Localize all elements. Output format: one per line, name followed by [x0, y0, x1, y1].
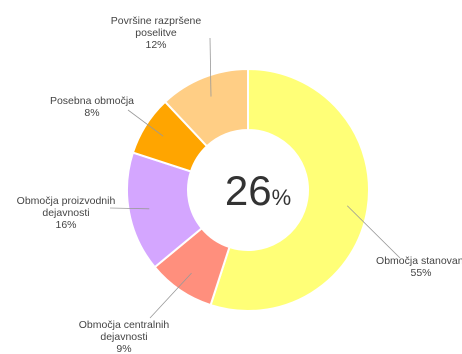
slice-name-line: Območja proizvodnih	[17, 195, 116, 207]
slice-name-line: dejavnosti	[100, 331, 147, 343]
slice-value-label: 9%	[116, 343, 131, 354]
slice-label-2: Območja proizvodnih dejavnosti 16%	[17, 195, 116, 231]
slice-value-label: 16%	[55, 219, 76, 231]
slice-label-3: Posebna območja 8%	[50, 95, 134, 119]
slice-name-line: poselitve	[135, 27, 177, 39]
slice-label-1: Območja centralnih dejavnosti 9%	[79, 319, 170, 354]
slice-name-line: Območja centralnih	[79, 319, 170, 331]
slice-label-0: Območja stanovanj 55%	[376, 255, 462, 279]
slice-name-line: Posebna območja	[50, 95, 134, 107]
slice-name-line: Površine razpršene	[111, 15, 202, 27]
slice-label-4: Površine razpršene poselitve 12%	[111, 15, 202, 51]
center-unit: %	[272, 185, 292, 210]
center-percentage: 26%	[225, 167, 291, 214]
center-value: 26	[225, 167, 272, 214]
slice-name-line: Območja stanovanj	[376, 255, 462, 267]
slice-name-line: dejavnosti	[42, 207, 89, 219]
slice-value-label: 8%	[84, 107, 99, 119]
slice-value-label: 12%	[145, 39, 166, 51]
slice-value-label: 55%	[410, 267, 431, 279]
